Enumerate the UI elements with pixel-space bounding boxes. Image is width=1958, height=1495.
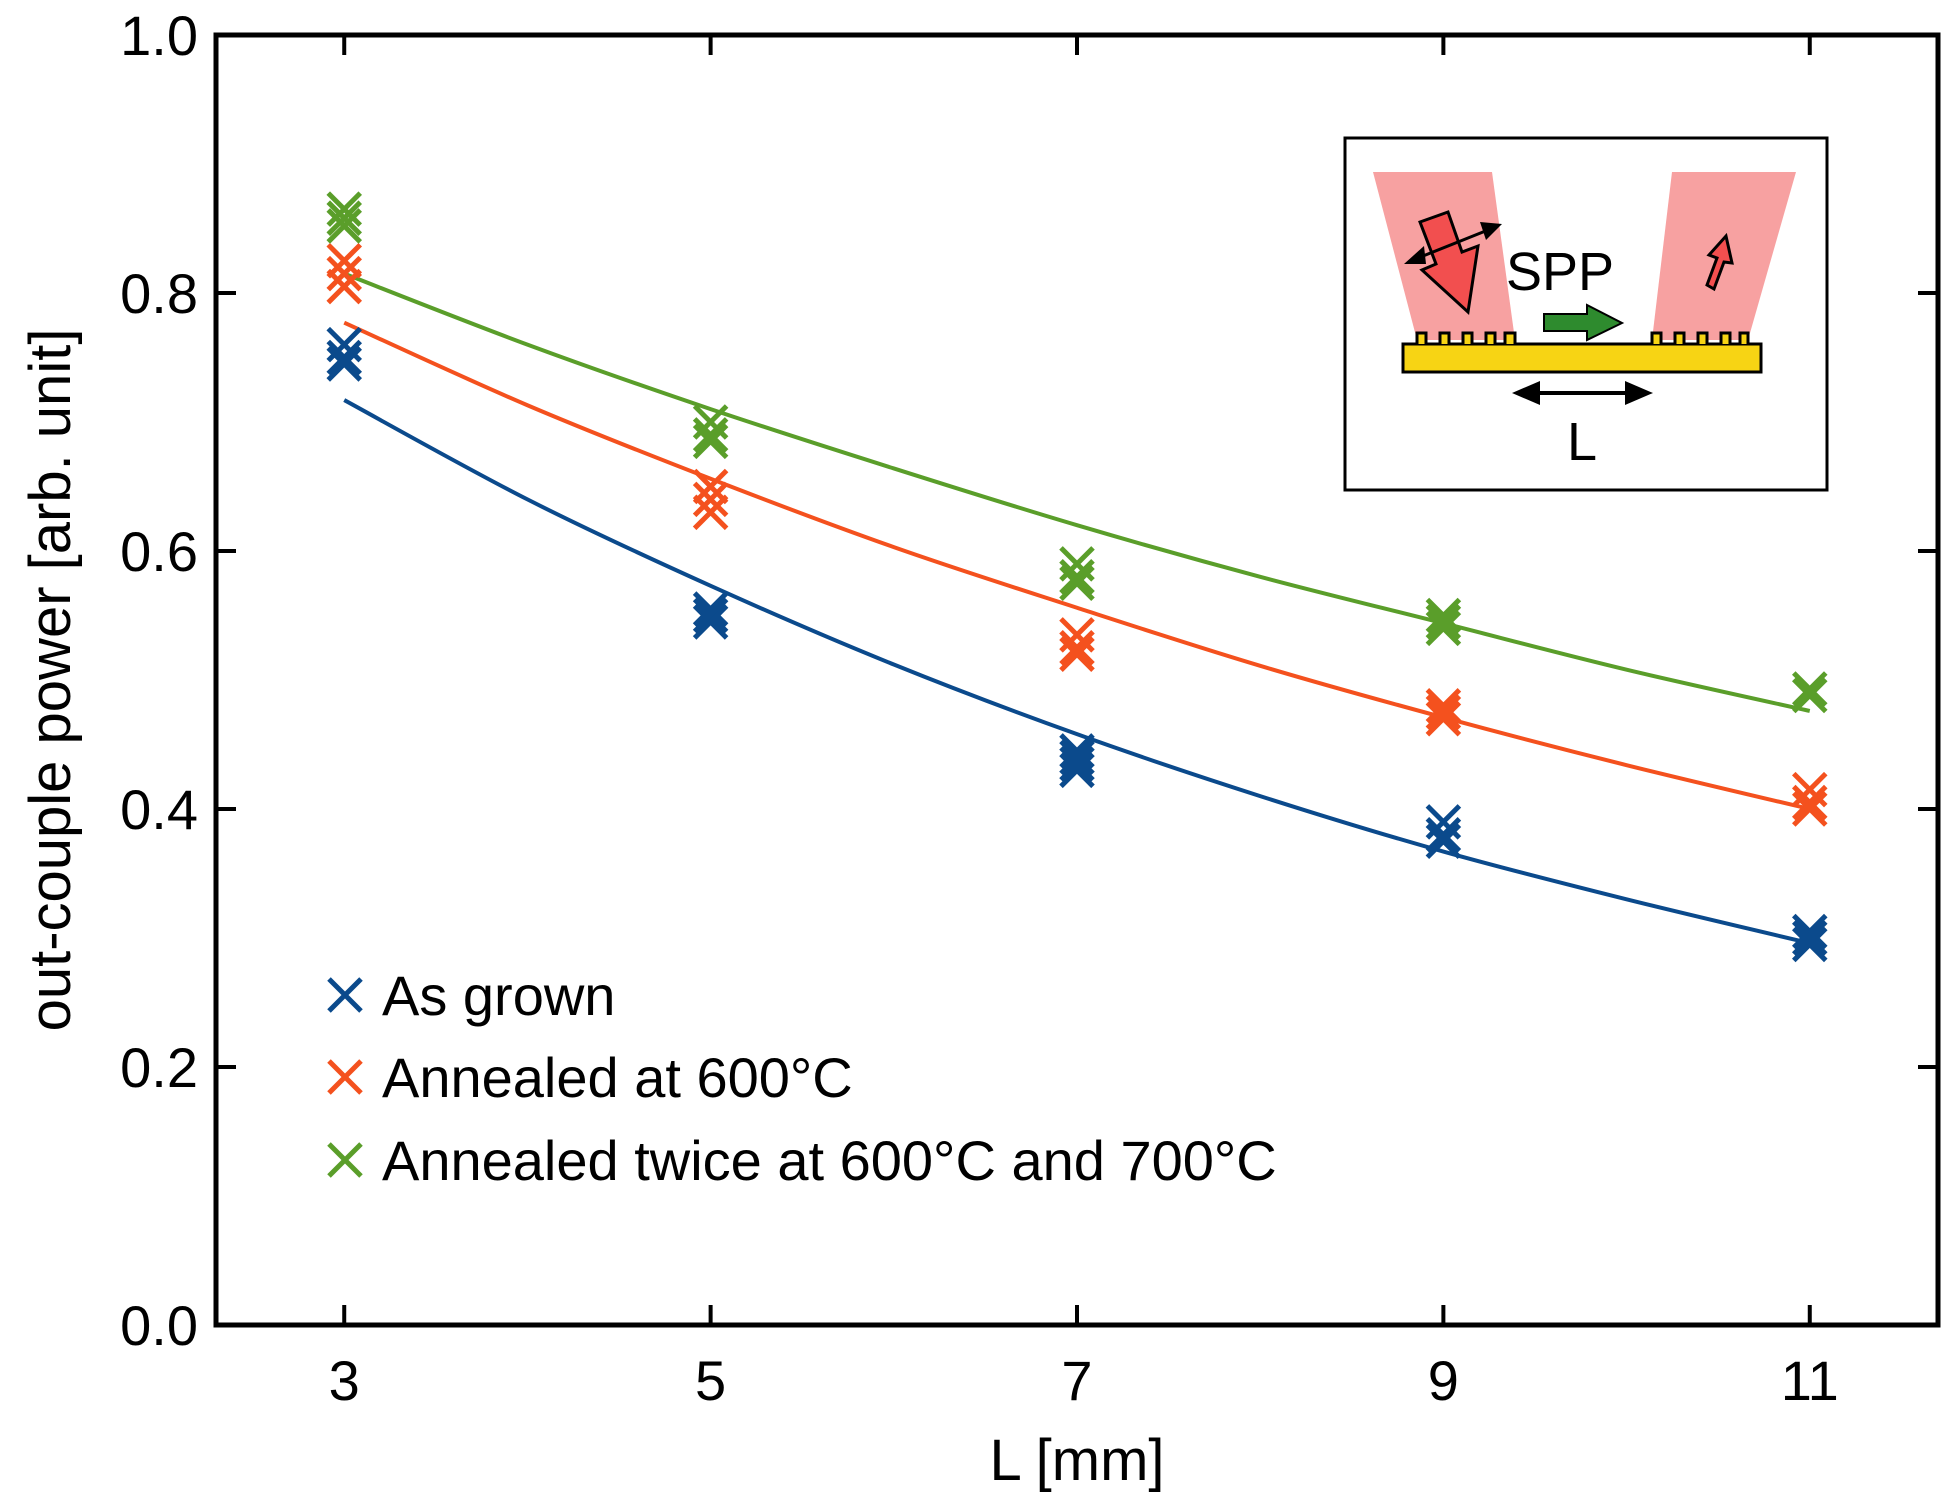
x-tick-label-7: 7: [1061, 1349, 1092, 1412]
marker-annealed-at-600-c-x9: [1425, 688, 1462, 724]
x-tick-label-5: 5: [695, 1349, 726, 1412]
y-axis-label: out-couple power [arb. unit]: [18, 329, 83, 1032]
marker-as-grown-x5: [692, 604, 729, 640]
y-tick-label-0-6: 0.6: [120, 520, 198, 583]
marker-annealed-at-600-c-x5: [692, 494, 729, 531]
x-axis-label: L [mm]: [989, 1428, 1164, 1493]
marker-annealed-twice-at-600-c-and-700-c-x9: [1425, 604, 1462, 640]
spp-propagation-arrow: [1543, 303, 1625, 342]
marker-annealed-at-600-c-x9: [1425, 700, 1462, 737]
marker-annealed-at-600-c-x7: [1059, 636, 1095, 672]
marker-as-grown-x11: [1791, 913, 1828, 950]
marker-annealed-at-600-c-x7: [1059, 629, 1095, 666]
y-tick-label-1: 1.0: [120, 4, 198, 67]
y-tick-label-0-8: 0.8: [120, 262, 198, 325]
legend-x-annealed-at-600-c: [327, 1059, 363, 1095]
marker-annealed-at-600-c-x5: [692, 481, 729, 518]
data-markers: [326, 191, 1828, 963]
marker-as-grown-x5: [692, 591, 729, 627]
legend-marker-annealed-600: [327, 1059, 363, 1095]
marker-annealed-twice-at-600-c-and-700-c-x11: [1791, 671, 1828, 707]
marker-annealed-twice-at-600-c-and-700-c-x9: [1425, 597, 1462, 634]
marker-annealed-twice-at-600-c-and-700-c-x3: [326, 208, 363, 244]
metal-film: [1401, 342, 1763, 374]
marker-as-grown-x7: [1059, 752, 1095, 789]
marker-annealed-twice-at-600-c-and-700-c-x5: [692, 423, 729, 460]
legend-x-as-grown: [327, 977, 363, 1013]
marker-as-grown-x7: [1059, 739, 1095, 776]
fit-line-annealed-twice-at-600-c-and-700-c: [343, 271, 1811, 713]
y-tick-label-0: 0.0: [120, 1294, 198, 1357]
marker-as-grown-x9: [1425, 823, 1462, 860]
fit-lines: [343, 271, 1811, 946]
fit-line-as-grown: [343, 398, 1811, 946]
legend-marker-as-grown: [327, 977, 363, 1013]
legend: As grown Annealed at 600°C Annealed twic…: [327, 964, 1277, 1192]
marker-annealed-at-600-c-x3: [326, 268, 363, 305]
marker-annealed-twice-at-600-c-and-700-c-x3: [326, 200, 363, 236]
legend-label-as-grown: As grown: [382, 964, 615, 1027]
marker-as-grown-x7: [1059, 746, 1095, 782]
inset-schematic: SPP L: [1343, 136, 1829, 492]
input-grating: [1415, 331, 1517, 344]
marker-annealed-at-600-c-x5: [692, 468, 729, 505]
x-tick-label-9: 9: [1428, 1349, 1459, 1412]
legend-label-annealed-600: Annealed at 600°C: [382, 1046, 853, 1109]
marker-annealed-twice-at-600-c-and-700-c-x11: [1791, 677, 1828, 714]
marker-as-grown-x3: [326, 346, 363, 382]
marker-as-grown-x11: [1791, 920, 1828, 956]
marker-as-grown-x9: [1425, 817, 1462, 853]
x-tick-label-11: 11: [1781, 1349, 1839, 1412]
marker-annealed-at-600-c-x11: [1791, 784, 1828, 821]
marker-annealed-twice-at-600-c-and-700-c-x7: [1059, 559, 1095, 595]
marker-annealed-at-600-c-x3: [326, 242, 363, 279]
marker-annealed-at-600-c-x11: [1791, 791, 1828, 827]
output-grating: [1650, 331, 1750, 344]
legend-item-annealed-twice: Annealed twice at 600°C and 700°C: [327, 1129, 1277, 1192]
y-tick-label-0-2: 0.2: [120, 1036, 198, 1099]
marker-annealed-twice-at-600-c-and-700-c-x9: [1425, 610, 1462, 647]
inset-distance-label: L: [1567, 412, 1597, 472]
outgoing-light-arrow: [1705, 232, 1734, 292]
axis-ticks: [216, 33, 1938, 1327]
marker-as-grown-x3: [326, 339, 363, 376]
tick-labels: 3 5 7 9 11 0.0 0.2 0.4 0.6 0.8 1.0: [120, 4, 1839, 1412]
x-tick-label-3: 3: [329, 1349, 360, 1412]
y-tick-label-0-4: 0.4: [120, 778, 198, 841]
legend-x-annealed-twice-at-600-c-and-700-c: [327, 1142, 363, 1178]
marker-as-grown-x11: [1791, 926, 1828, 963]
incident-light-arrow: [1418, 210, 1480, 316]
legend-marker-annealed-twice: [327, 1142, 363, 1178]
distance-arrow-icon: [1512, 381, 1653, 405]
legend-item-annealed-600: Annealed at 600°C: [327, 1046, 853, 1109]
marker-annealed-twice-at-600-c-and-700-c-x7: [1059, 565, 1095, 602]
marker-annealed-twice-at-600-c-and-700-c-x5: [692, 417, 729, 453]
polarization-arrow-icon: [1404, 222, 1502, 264]
legend-item-as-grown: As grown: [327, 964, 615, 1027]
marker-annealed-twice-at-600-c-and-700-c-x3: [326, 191, 363, 227]
marker-as-grown-x5: [692, 597, 729, 634]
fit-line-annealed-at-600-c: [343, 320, 1811, 811]
marker-annealed-at-600-c-x9: [1425, 694, 1462, 731]
marker-annealed-at-600-c-x3: [326, 255, 363, 292]
legend-label-annealed-twice: Annealed twice at 600°C and 700°C: [382, 1129, 1277, 1192]
inset-spp-label: SPP: [1506, 242, 1614, 302]
